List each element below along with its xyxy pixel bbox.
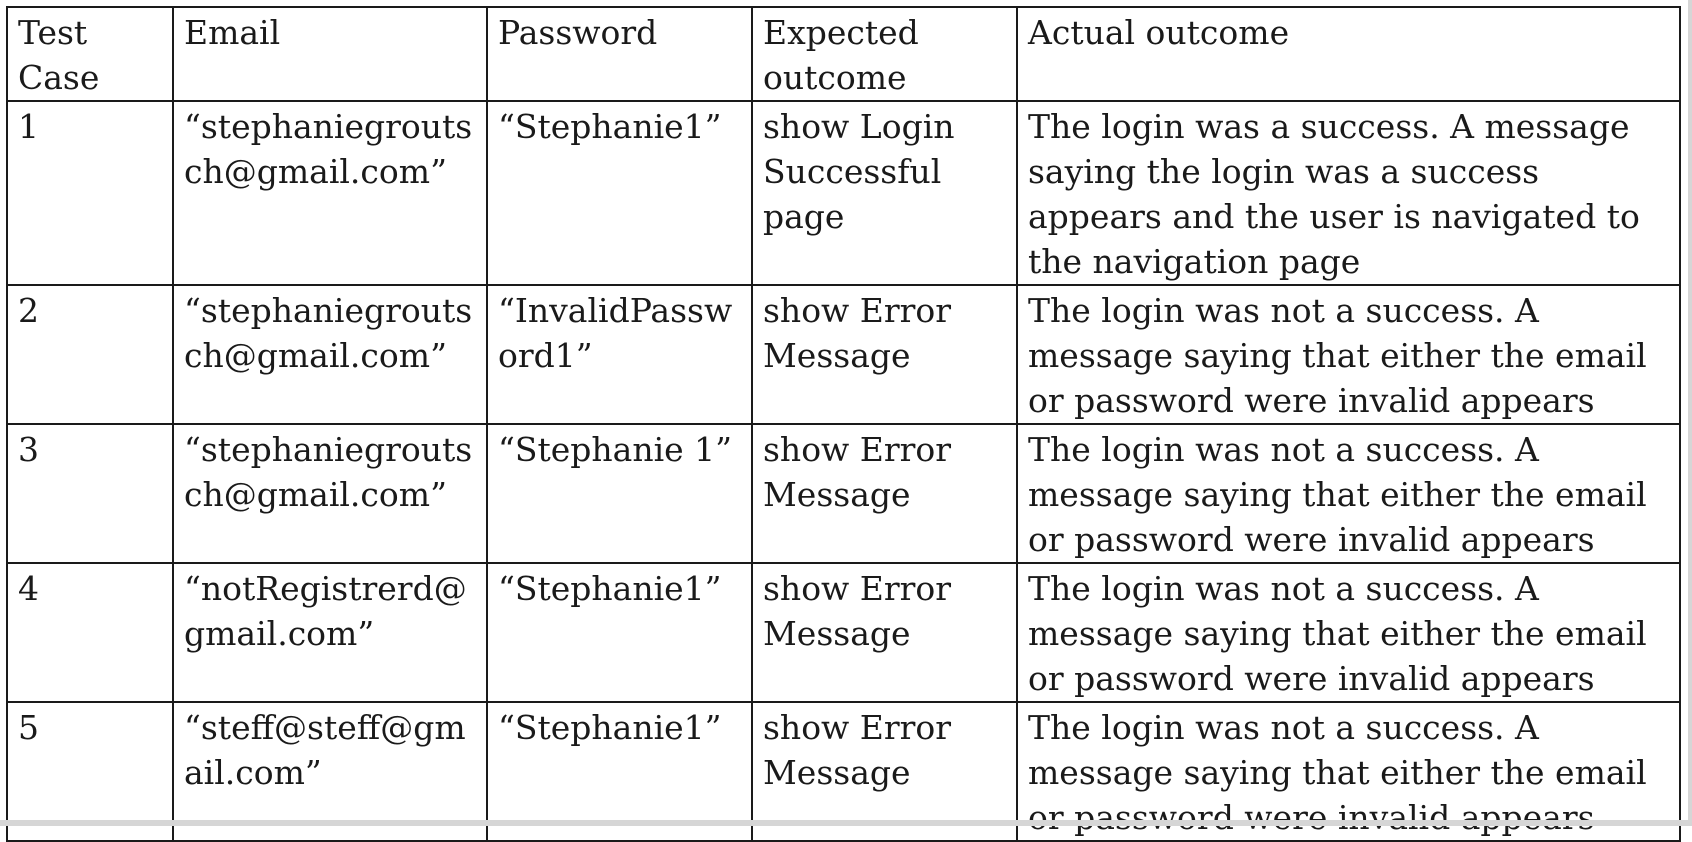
cell-password: “Stephanie1”: [486, 100, 753, 286]
header-test-case: Test Case: [6, 6, 174, 102]
page-bottom-edge: [0, 820, 1692, 826]
cell-actual-outcome: The login was not a success. A message s…: [1016, 423, 1681, 564]
cell-password: “InvalidPassw ord1”: [486, 284, 753, 425]
cell-email: “stephaniegrouts ch@gmail.com”: [172, 100, 488, 286]
cell-expected-outcome: show Error Message: [751, 562, 1018, 703]
header-password: Password: [486, 6, 753, 102]
cell-actual-outcome: The login was a success. A message sayin…: [1016, 100, 1681, 286]
cell-expected-outcome: show Error Message: [751, 284, 1018, 425]
cell-test-case: 5: [6, 701, 174, 842]
test-case-table: Test Case Email Password Expected outcom…: [6, 6, 1681, 842]
cell-email: “stephaniegrouts ch@gmail.com”: [172, 423, 488, 564]
cell-email: “stephaniegrouts ch@gmail.com”: [172, 284, 488, 425]
cell-expected-outcome: show Error Message: [751, 423, 1018, 564]
cell-expected-outcome: show Login Successful page: [751, 100, 1018, 286]
header-actual-outcome: Actual outcome: [1016, 6, 1681, 102]
header-email: Email: [172, 6, 488, 102]
cell-test-case: 3: [6, 423, 174, 564]
cell-test-case: 4: [6, 562, 174, 703]
cell-password: “Stephanie 1”: [486, 423, 753, 564]
cell-test-case: 1: [6, 100, 174, 286]
table-header-row: Test Case Email Password Expected outcom…: [6, 6, 1681, 102]
cell-email: “steff@steff@gm ail.com”: [172, 701, 488, 842]
table-row: 2 “stephaniegrouts ch@gmail.com” “Invali…: [6, 284, 1681, 425]
cell-email: “notRegistrerd@ gmail.com”: [172, 562, 488, 703]
cell-actual-outcome: The login was not a success. A message s…: [1016, 562, 1681, 703]
cell-test-case: 2: [6, 284, 174, 425]
cell-password: “Stephanie1”: [486, 562, 753, 703]
table-row: 1 “stephaniegrouts ch@gmail.com” “Stepha…: [6, 100, 1681, 286]
header-expected-outcome: Expected outcome: [751, 6, 1018, 102]
page-right-edge: [1688, 0, 1692, 826]
cell-actual-outcome: The login was not a success. A message s…: [1016, 284, 1681, 425]
table-row: 3 “stephaniegrouts ch@gmail.com” “Stepha…: [6, 423, 1681, 564]
cell-password: “Stephanie1”: [486, 701, 753, 842]
table-row: 4 “notRegistrerd@ gmail.com” “Stephanie1…: [6, 562, 1681, 703]
